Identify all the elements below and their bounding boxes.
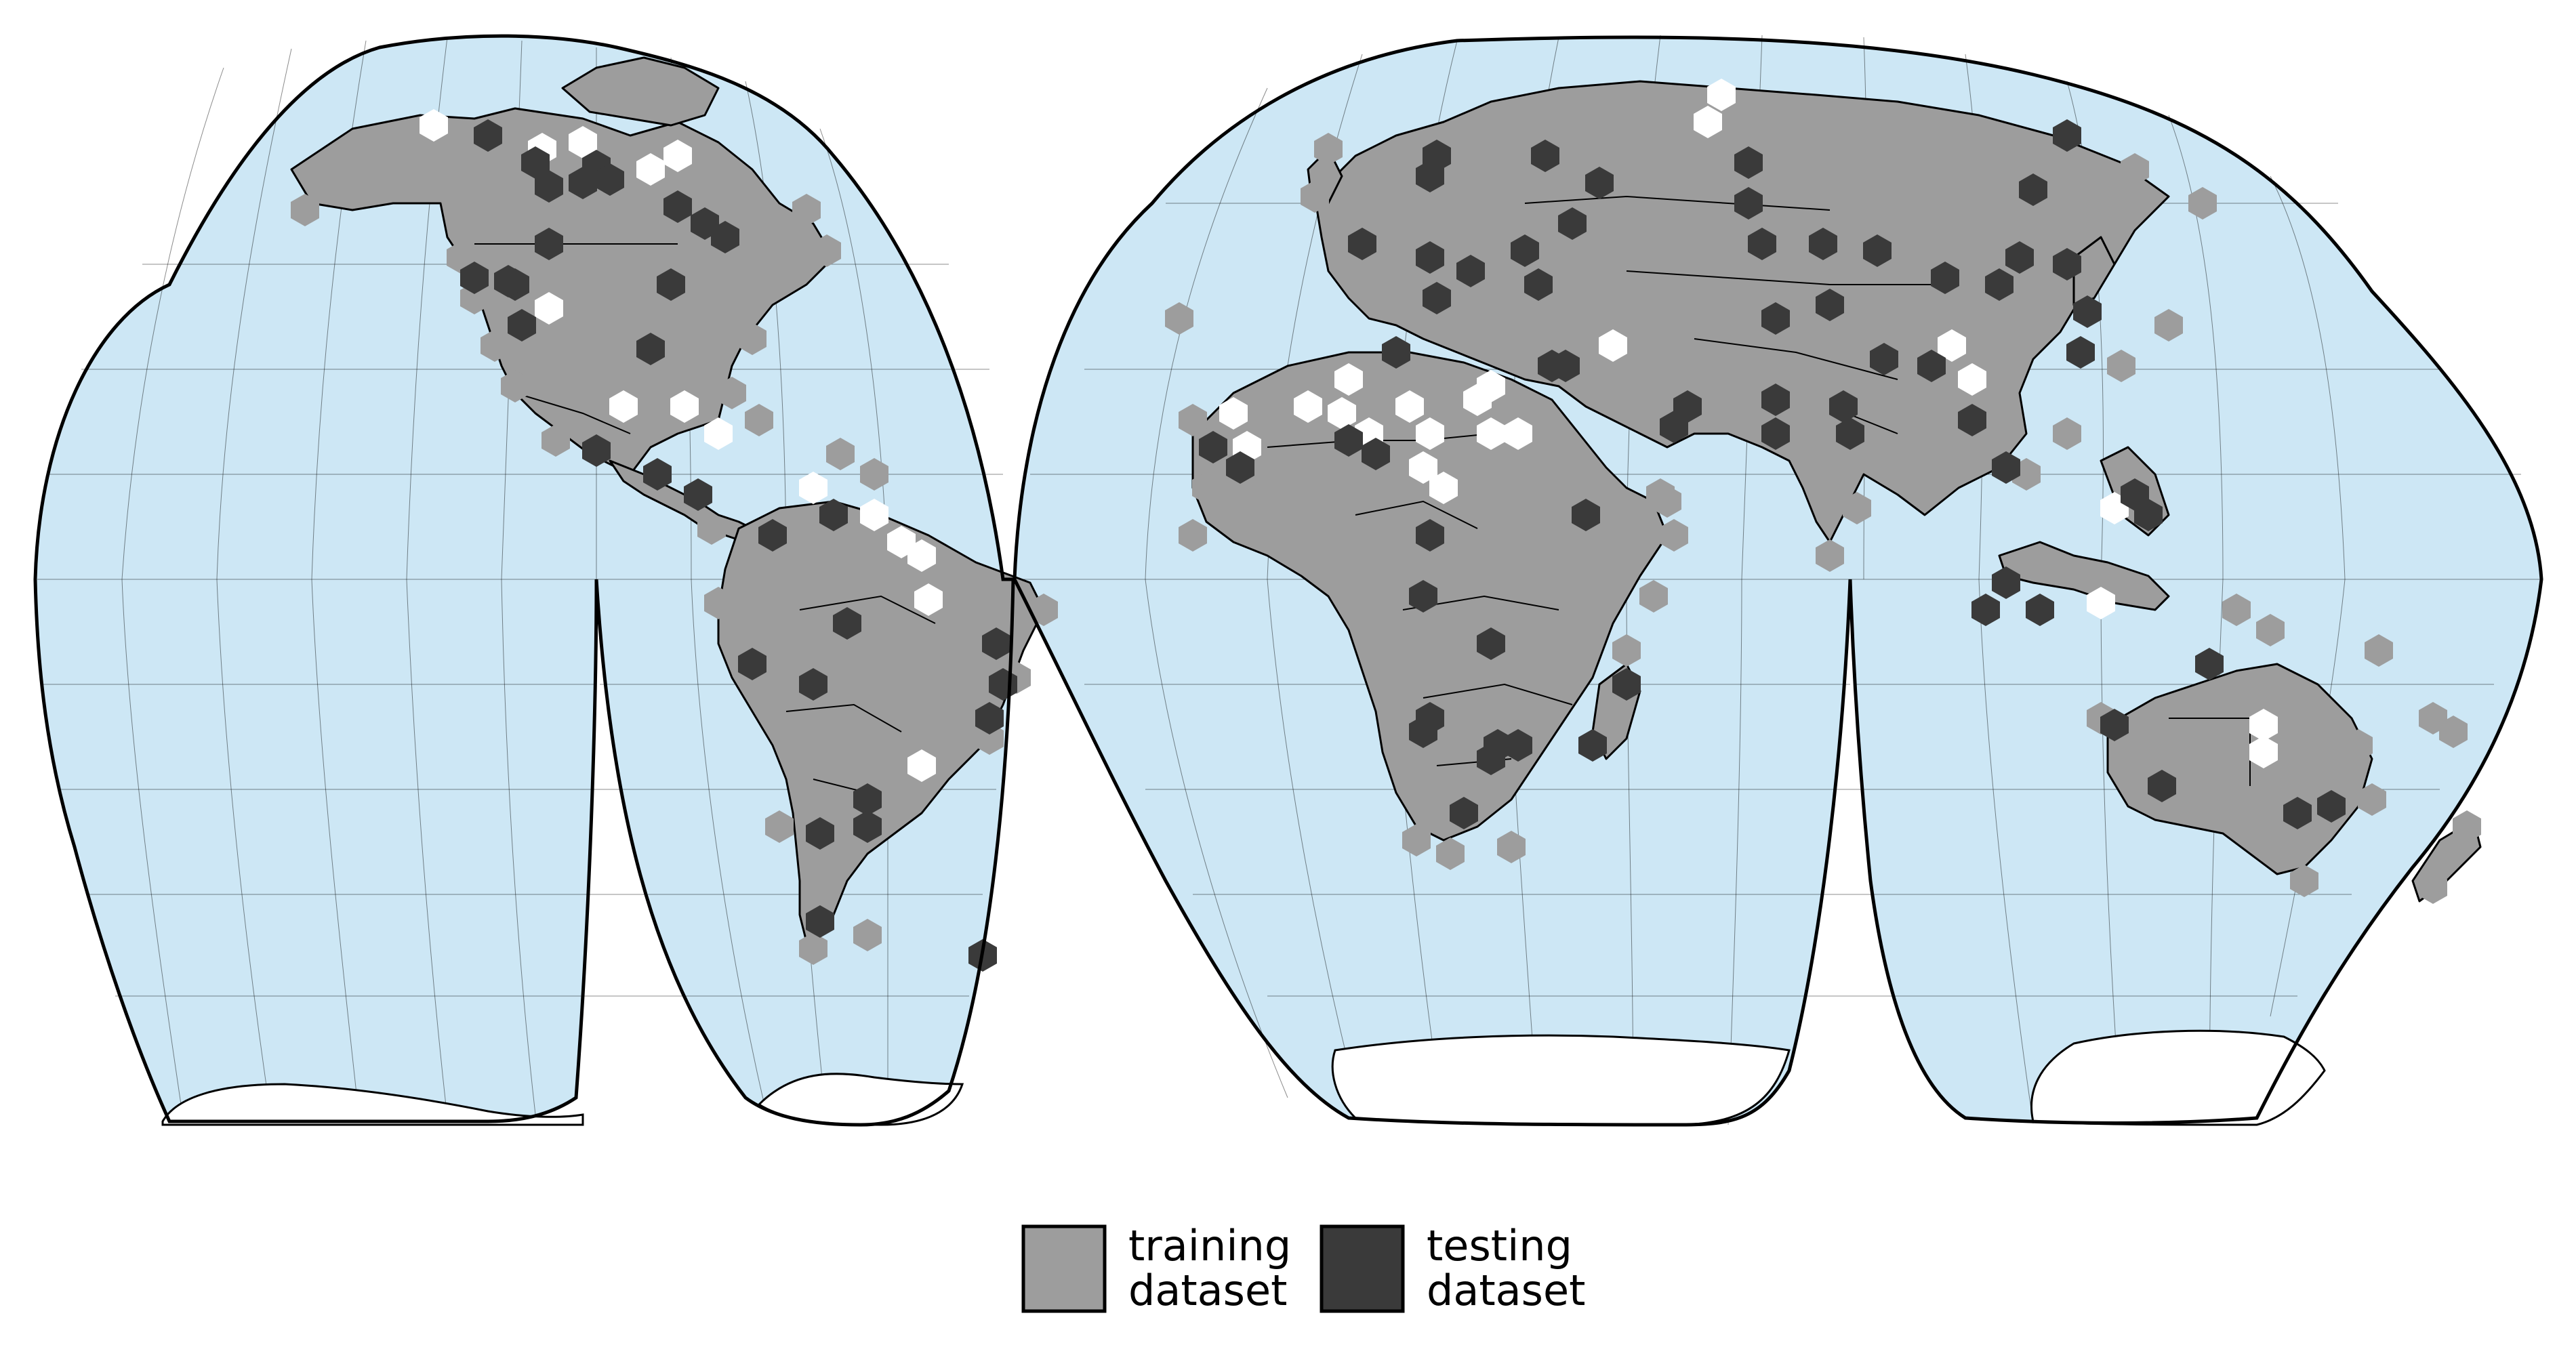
legend: [1021, 1224, 1405, 1313]
legend-swatch-training: [1021, 1224, 1107, 1313]
legend-label-training: training dataset: [1128, 1221, 1292, 1315]
land-southeast-asia: [1998, 541, 2170, 611]
antarctica: [161, 1029, 2326, 1126]
ocean-lobe-south-4: [1850, 579, 2541, 1123]
projection-outline: [33, 34, 2543, 1127]
legend-swatch-testing: [1320, 1224, 1405, 1313]
land-eurasia: [1313, 80, 2170, 543]
ocean-lobe-south-1: [35, 579, 596, 1121]
land-south-america: [717, 500, 1045, 943]
ocean-lobe-south-3: [1015, 579, 1850, 1125]
land-arctic-islands: [561, 56, 720, 127]
legend-label-testing: testing dataset: [1427, 1221, 1586, 1315]
land-japan: [2072, 236, 2116, 306]
